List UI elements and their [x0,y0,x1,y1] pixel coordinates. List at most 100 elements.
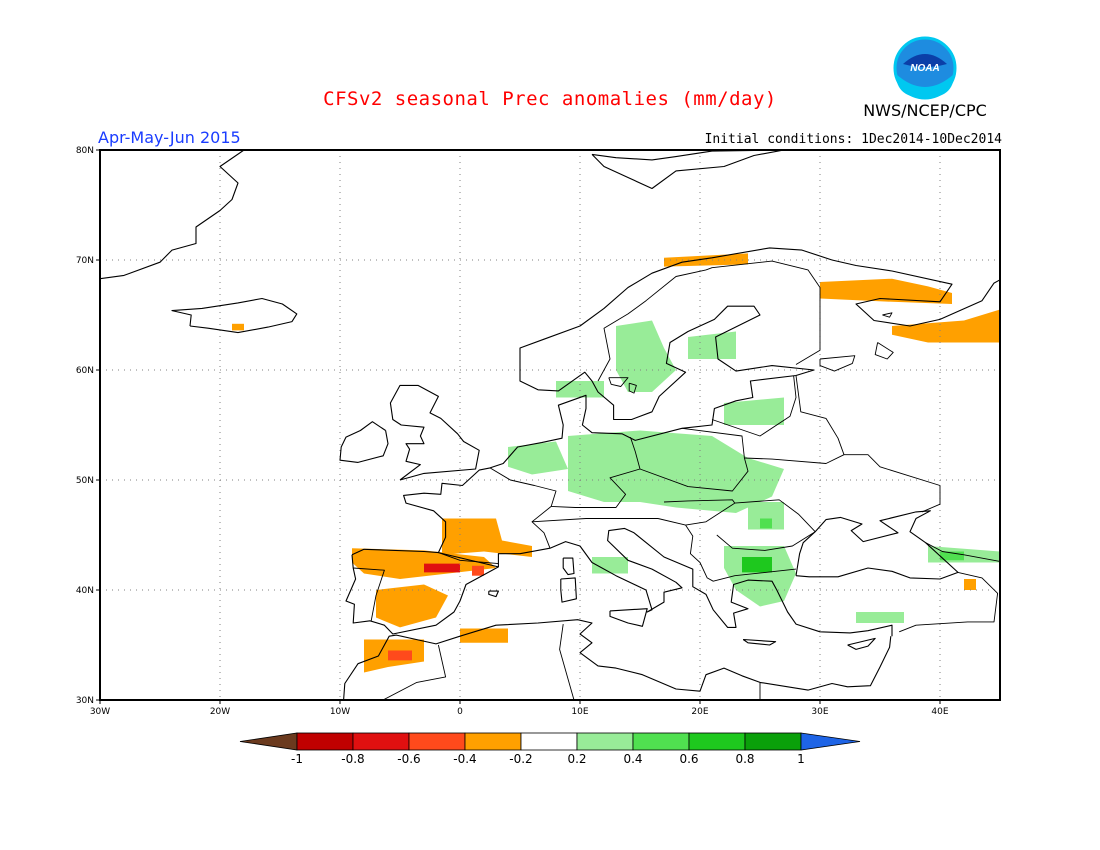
anomaly-pyrenees-core [472,565,484,576]
anomaly-france-southwest [442,518,532,557]
lon-tick-label: 20W [210,707,230,717]
border-belarus-ukraine [744,454,941,513]
anomaly-iberia-north-core [424,563,460,573]
colorbar-bin [576,732,634,751]
anomaly-baltics [724,397,784,425]
anomaly-russia-northeast [892,309,1000,343]
colorbar-tick-label: -1 [291,752,303,766]
border-portugal [353,567,385,621]
coastline-corsica [562,557,575,576]
lon-tick-label: 20E [691,707,708,717]
border-france-east [489,467,557,549]
lat-tick-label: 50N [76,476,94,486]
border-alps [531,518,658,523]
lake-lake-onega [874,342,894,360]
colorbar-max-arrow [800,732,861,751]
anomaly-turkey-central [856,612,904,623]
plot-title: CFSv2 seasonal Prec anomalies (mm/day) [323,88,777,110]
coastline-sicily [609,608,648,627]
coastline-novaya-zemlya [1072,183,1100,249]
anomaly-romania-core [760,518,772,529]
colorbar-bin [296,732,354,751]
anomaly-benelux [508,441,568,475]
colorbar-bin [408,732,466,751]
anomaly-scandinavia-south [556,381,604,398]
coastline-france-west [403,467,491,553]
anomaly-romania [748,502,784,530]
noaa-logo: NOAA [893,36,957,100]
colorbar-tick-label: 0.4 [623,752,642,766]
coastline-kola [831,259,1000,327]
anomaly-finland [688,331,736,359]
map-frame: 30N 40N 50N 60N 70N 80N 30W 20W 10W 0 10E 20E 30E 40E [76,146,1100,717]
colorbar-bin [352,732,410,751]
lake-lake-ladoga [819,355,856,372]
lat-tick-label: 70N [76,256,94,266]
coastline-greenland-coast [100,150,245,280]
coastline-baltic-scandinavia [519,247,833,421]
noaa-logo-text: NOAA [910,63,939,74]
colorbar-tick-label: 0.8 [735,752,754,766]
coastline-iceland [171,297,298,334]
lake-lake-vanern [608,377,629,387]
coastline-crete [742,638,777,646]
colorbar-tick-label: -0.2 [509,752,532,766]
anomaly-iceland-spot [232,323,244,331]
agency-label: NWS/NCEP/CPC [863,101,987,120]
border-romania [716,499,816,551]
anomaly-russia-north [820,278,952,304]
lat-tick-label: 60N [76,366,94,376]
border-balkans [685,524,797,582]
border-poland-east [639,427,749,492]
border-caucasus [925,542,1000,562]
anomaly-italy [592,557,628,574]
lon-tick-label: 10W [330,707,350,717]
border-baltic-borders [711,375,797,437]
coastline-cyprus [847,637,876,650]
coastline-ireland [339,421,389,463]
coastline-iberia [345,548,499,635]
colorbar-bin [744,732,802,751]
colorbar-bin [520,732,578,751]
colorbar-min-arrow [239,732,298,751]
border-finland-border [705,260,821,365]
colorbar-tick-label: 0.6 [679,752,698,766]
lat-tick-label: 80N [76,146,94,156]
anomaly-central-europe [568,430,784,513]
colorbar-tick-label: 1 [797,752,805,766]
colorbar-bin [632,732,690,751]
coastline-great-britain [389,384,480,481]
colorbar-bin [688,732,746,751]
border-pyrenees-border [438,552,499,565]
colorbar-tick-label: -0.8 [341,752,364,766]
border-norway-sweden [597,269,707,382]
anomaly-balkan-core [742,557,772,573]
colorbar-tick-label: -0.6 [397,752,420,766]
lon-tick-label: 10E [571,707,588,717]
anomaly-regions [232,253,1000,673]
coastline-svalbard [591,150,785,190]
colorbar: -1 -0.8 -0.6 -0.4 -0.2 0.2 0.4 0.6 0.8 1 [239,732,861,766]
lake-lake-vattern [628,382,637,394]
coastline-sardinia [560,577,577,603]
border-maghreb [382,644,447,700]
border-russia-west [795,375,845,455]
anomaly-north-africa-central [460,628,508,643]
lon-tick-label: 30E [811,707,828,717]
lat-tick-label: 40N [76,586,94,596]
coastline-mediterranean-north [497,527,893,637]
initial-conditions-label: Initial conditions: 1Dec2014-10Dec2014 [704,132,1002,147]
season-label: Apr-May-Jun 2015 [98,128,241,147]
coastlines [100,150,1100,700]
border-turkey-east [899,571,999,633]
lon-tick-label: 30W [90,707,110,717]
colorbar-tick-label: -0.4 [453,752,476,766]
anomaly-iberia-central [376,584,448,628]
lake-white-sea-islands [882,312,893,318]
coastline-balearic [488,590,499,598]
border-algeria-tunisia [559,624,575,700]
colorbar-tick-label: 0.2 [567,752,586,766]
lon-tick-label: 0 [457,707,463,717]
gridlines [100,150,1000,700]
